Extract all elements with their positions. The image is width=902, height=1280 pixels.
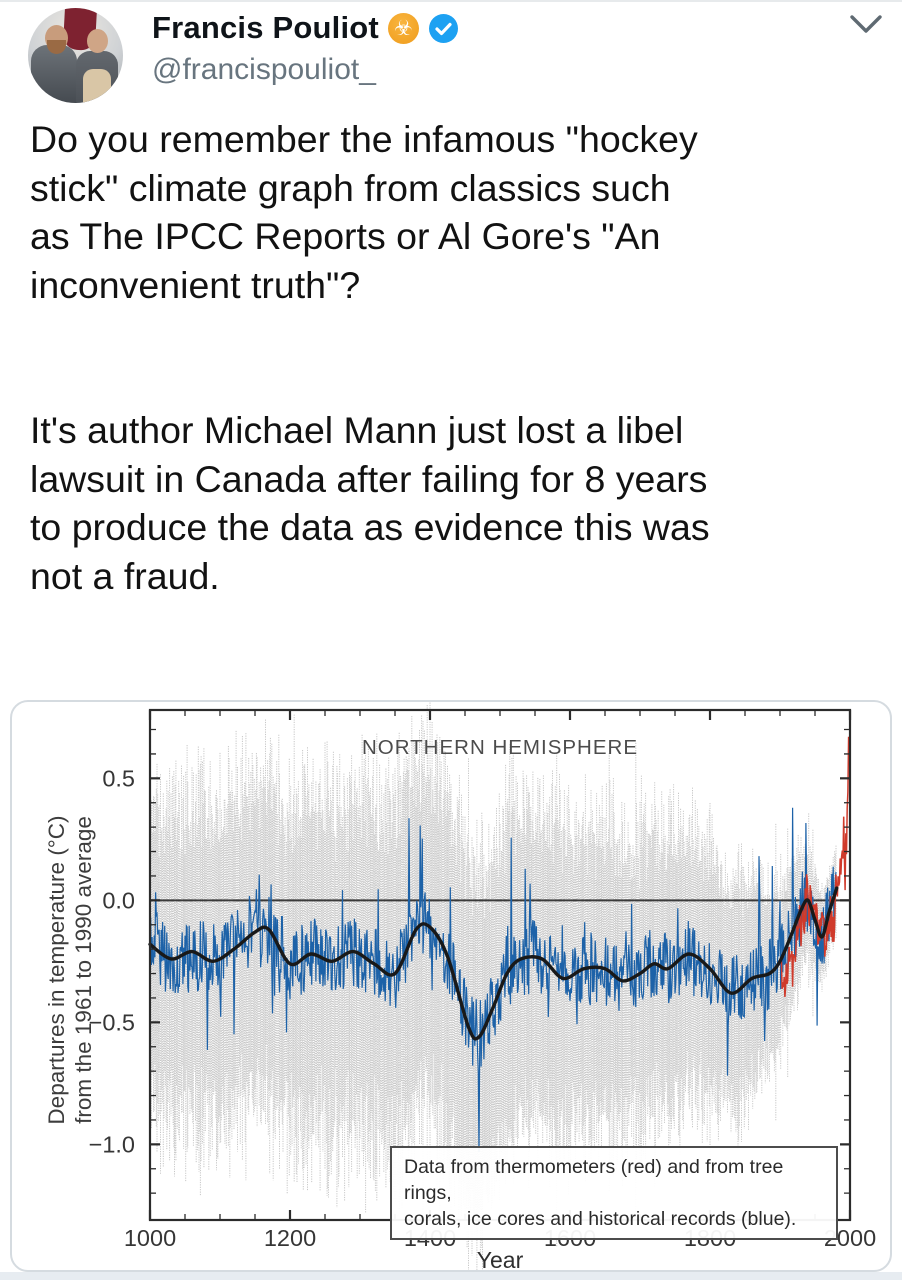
tweet-line [30, 358, 890, 407]
biohazard-emoji-icon: ☣ [387, 12, 419, 44]
tweet-line: lawsuit in Canada after failing for 8 ye… [30, 457, 708, 500]
tweet-line: as The IPCC Reports or Al Gore's "An [30, 215, 661, 257]
user-handle[interactable]: @francispouliot_ [152, 53, 376, 86]
avatar-art-figure-left [31, 45, 77, 103]
tweet-line: It's author Michael Mann just lost a lib… [30, 409, 684, 451]
tweet-line: stick" climate graph from classics such [30, 166, 671, 209]
svg-text:0.5: 0.5 [102, 765, 135, 791]
svg-text:1000: 1000 [124, 1225, 176, 1251]
tweet-line: inconvenient truth"? [30, 263, 361, 306]
tweet-line: to produce the data as evidence this was [30, 506, 710, 548]
tweet-line: Do you remember the infamous "hockey [30, 118, 698, 160]
tweet-text: Do you remember the infamous "hockey stic… [30, 115, 890, 600]
chart-y-axis-label: Departures in temperature (°C) from the … [44, 815, 96, 1125]
tweet-line: not a fraud. [30, 554, 220, 597]
tweet-line [30, 309, 890, 358]
chart-title: NORTHERN HEMISPHERE [361, 736, 639, 759]
avatar-art-beard-left [47, 40, 66, 54]
avatar-art-chest-right [83, 69, 111, 103]
svg-text:−1.0: −1.0 [89, 1131, 135, 1157]
avatar[interactable] [28, 8, 123, 103]
svg-text:1200: 1200 [264, 1225, 316, 1251]
user-identity: Francis Pouliot ☣ @francispouliot_ [152, 10, 459, 87]
tweet-media-chart[interactable]: 1000120014001600180020000.50.0−0.5−1.0 N… [10, 700, 892, 1272]
display-name[interactable]: Francis Pouliot [152, 10, 379, 45]
chevron-down-icon[interactable] [846, 10, 886, 40]
chart-legend: Data from thermometers (red) and from tr… [390, 1146, 838, 1240]
verified-badge-icon [428, 13, 459, 44]
svg-text:−0.5: −0.5 [89, 1009, 135, 1035]
tweet-header: Francis Pouliot ☣ @francispouliot_ [0, 8, 902, 108]
svg-text:0.0: 0.0 [102, 887, 135, 913]
top-divider [0, 0, 902, 2]
avatar-art-head-right [87, 29, 108, 53]
chart-x-axis-label: Year [476, 1247, 524, 1272]
bottom-strip [0, 1272, 902, 1280]
chart-canvas: 1000120014001600180020000.50.0−0.5−1.0 [89, 702, 876, 1270]
